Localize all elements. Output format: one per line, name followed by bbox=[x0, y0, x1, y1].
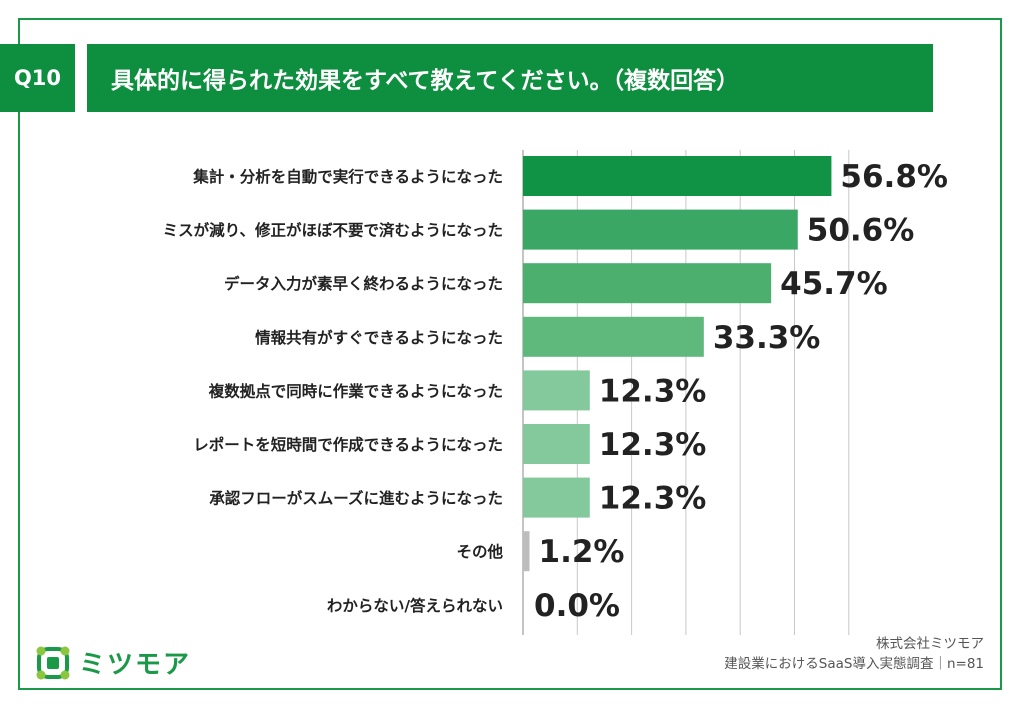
value-label: 0.0% bbox=[534, 588, 620, 624]
question-number: Q10 bbox=[13, 66, 62, 90]
bar bbox=[523, 263, 772, 304]
bar bbox=[523, 209, 798, 250]
source-survey: 建設業におけるSaaS導入実態調査｜n=81 bbox=[724, 656, 984, 672]
value-label: 12.3% bbox=[599, 373, 707, 409]
source-credit: 株式会社ミツモア 建設業におけるSaaS導入実態調査｜n=81 bbox=[724, 634, 984, 674]
logo-text: ミツモア bbox=[79, 650, 192, 680]
value-label: 50.6% bbox=[807, 213, 915, 249]
mitsumore-logo-icon bbox=[36, 646, 70, 679]
category-label: レポートを短時間で作成できるようになった bbox=[193, 435, 503, 454]
category-label: 集計・分析を自動で実行できるようになった bbox=[192, 167, 503, 186]
bar bbox=[523, 316, 704, 357]
question-text: 具体的に得られた効果をすべて教えてください。（複数回答） bbox=[111, 68, 740, 94]
bar bbox=[523, 531, 530, 572]
value-label: 12.3% bbox=[599, 427, 707, 463]
category-label: 複数拠点で同時に作業できるようになった bbox=[208, 381, 503, 400]
category-label: 情報共有がすぐできるようになった bbox=[255, 328, 503, 347]
value-label: 33.3% bbox=[713, 320, 821, 356]
question-number-badge: Q10 bbox=[0, 44, 75, 112]
value-label: 56.8% bbox=[840, 159, 948, 195]
category-label: その他 bbox=[456, 542, 503, 561]
question-title-bar: 具体的に得られた効果をすべて教えてください。（複数回答） bbox=[87, 44, 933, 112]
bar bbox=[523, 424, 590, 464]
value-label: 1.2% bbox=[539, 534, 625, 570]
value-label: 12.3% bbox=[599, 481, 707, 517]
category-label: わからない/答えられない bbox=[327, 596, 503, 615]
bar bbox=[523, 477, 590, 518]
figure-frame bbox=[18, 18, 1002, 690]
bar bbox=[523, 370, 590, 411]
value-label: 45.7% bbox=[780, 266, 888, 302]
logo: ミツモア bbox=[35, 644, 191, 681]
category-label: ミスが減り、修正がほぼ不要で済むようになった bbox=[163, 221, 503, 240]
category-label: 承認フローがスムーズに進むようになった bbox=[209, 489, 503, 508]
source-company: 株式会社ミツモア bbox=[876, 636, 984, 652]
category-label: データ入力が素早く終わるようになった bbox=[224, 274, 503, 293]
bar bbox=[523, 156, 832, 196]
